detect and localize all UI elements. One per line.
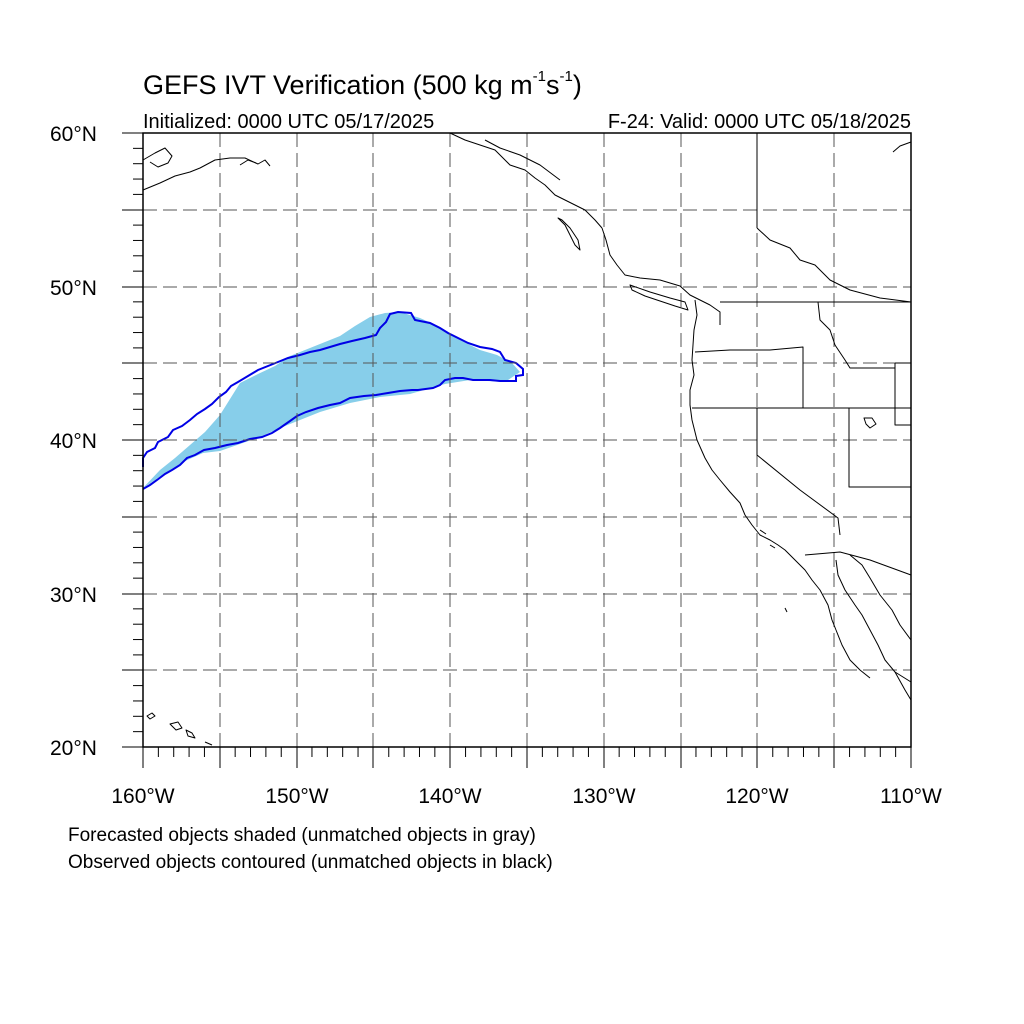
lon-label-160w: 160°W <box>111 785 175 808</box>
title-main: GEFS IVT Verification (500 kg m <box>143 70 533 100</box>
initialized-time: Initialized: 0000 UTC 05/17/2025 <box>143 111 435 133</box>
lat-label-20n: 20°N <box>50 737 97 760</box>
coastlines <box>142 132 912 746</box>
title-end: ) <box>572 70 582 100</box>
minor-ticks <box>133 147 897 757</box>
lat-label-50n: 50°N <box>50 277 97 300</box>
graticule <box>143 133 911 747</box>
lat-label-60n: 60°N <box>50 123 97 146</box>
lon-label-150w: 150°W <box>265 785 329 808</box>
footnote-forecast: Forecasted objects shaded (unmatched obj… <box>68 825 536 846</box>
lat-label-40n: 40°N <box>50 430 97 453</box>
title-exponent-2: -1 <box>559 68 573 85</box>
valid-time: F-24: Valid: 0000 UTC 05/18/2025 <box>607 111 911 133</box>
lon-label-110w: 110°W <box>880 785 942 808</box>
footnote-observed: Observed objects contoured (unmatched ob… <box>68 852 553 873</box>
lon-label-120w: 120°W <box>725 785 789 808</box>
lon-label-130w: 130°W <box>572 785 636 808</box>
tick-marks <box>122 132 912 768</box>
title-mid: s <box>546 70 560 100</box>
title-exponent-1: -1 <box>532 68 546 85</box>
forecast-object <box>143 312 520 488</box>
observed-object-contour <box>142 310 524 490</box>
lon-label-140w: 140°W <box>418 785 482 808</box>
lat-label-30n: 30°N <box>50 584 97 607</box>
chart-title: GEFS IVT Verification (500 kg m-1s-1) <box>143 69 582 100</box>
